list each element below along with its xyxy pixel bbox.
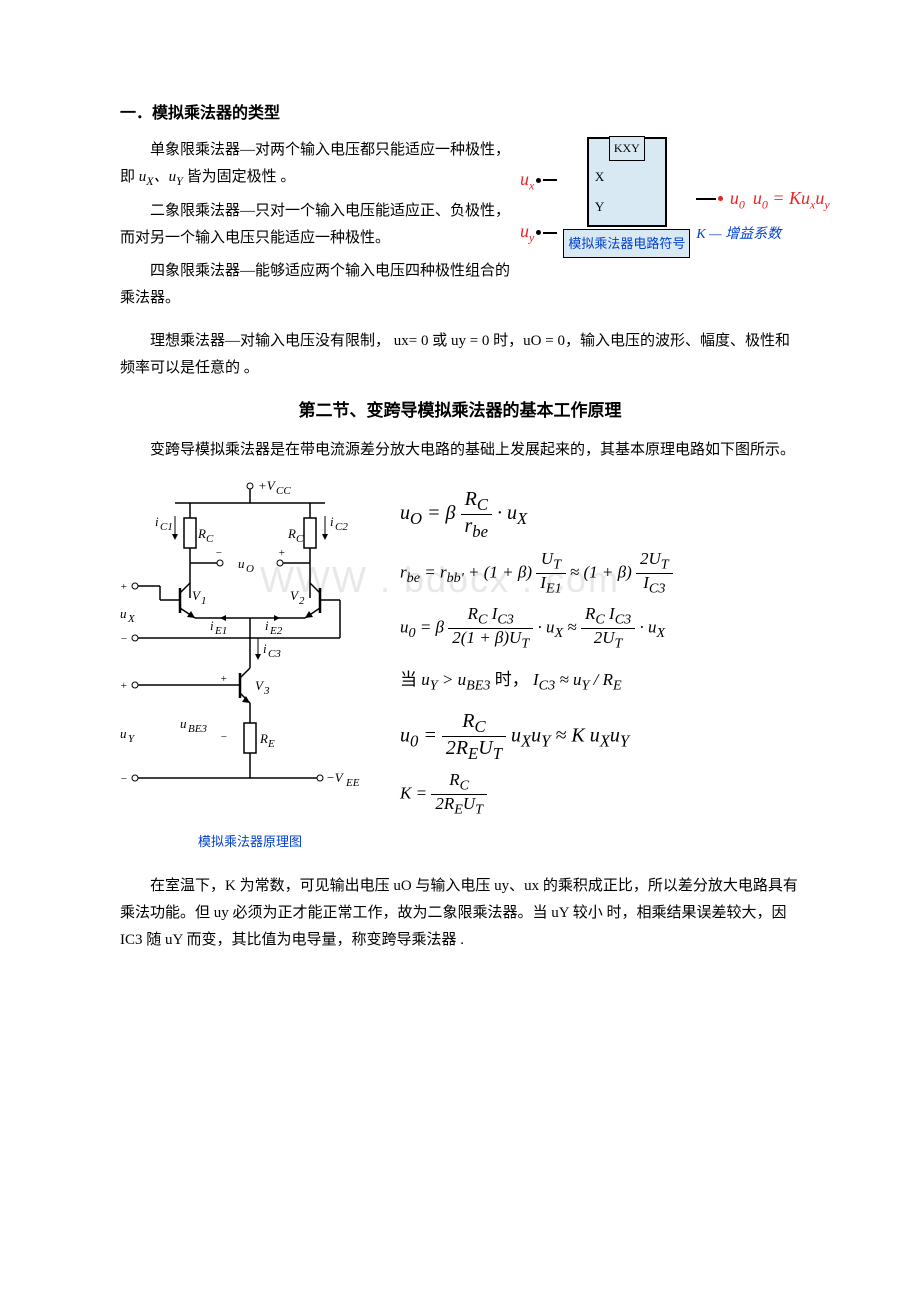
eq4: 当 uY > uBE3 时， IC3 ≈ uY / RE (400, 660, 800, 702)
svg-text:i: i (265, 618, 269, 633)
section2-p1: 变跨导模拟乘法器是在带电流源差分放大电路的基础上发展起来的，其基本原理电路如下图… (120, 437, 800, 464)
principle-figure: WWW . bdocx . com .t { font: italic 13px… (120, 478, 800, 853)
output-line: u0 u0 = Kuxuy (696, 182, 829, 216)
svg-text:+: + (220, 673, 227, 685)
svg-text:C: C (296, 533, 304, 545)
uy-dot-icon (536, 230, 541, 235)
svg-text:E1: E1 (214, 625, 227, 637)
svg-text:E: E (267, 738, 275, 750)
svg-text:1: 1 (201, 595, 207, 607)
multiplier-symbol-diagram: ux uy KXY X Y 模拟乘法器电路符号 u0 (520, 137, 800, 258)
svg-text:+: + (120, 680, 127, 692)
k-note: K — 增益系数 (696, 222, 781, 247)
out-wire (696, 198, 716, 200)
input-labels: ux uy (520, 145, 557, 249)
svg-text:u: u (180, 716, 187, 731)
svg-text:C3: C3 (268, 648, 281, 660)
svg-text:EE: EE (345, 777, 360, 789)
uy-wire (543, 232, 557, 234)
output-col: u0 u0 = Kuxuy K — 增益系数 (696, 148, 829, 247)
equations: uO = β RCrbe · uX rbe = rbb' + (1 + β) U… (400, 478, 800, 826)
text-p1b: 皆为固定极性 。 (187, 169, 296, 185)
section1-block: 单象限乘法器—对两个输入电压都只能适应一种极性，即 uX、uY 皆为固定极性 。… (120, 137, 800, 319)
svg-text:−: − (120, 773, 127, 785)
p-two-quadrant: 二象限乘法器—只对一个输入电压能适应正、负极性，而对另一个输入电压只能适应一种极… (120, 198, 510, 252)
kxy-label: KXY (609, 136, 645, 162)
svg-text:−: − (215, 547, 222, 559)
svg-text:−V: −V (326, 770, 345, 785)
section2-title: 第二节、变跨导模拟乘法器的基本工作原理 (120, 396, 800, 427)
svg-text:R: R (197, 526, 206, 541)
eq5: u0 = RC2REUT uXuY ≈ K uXuY (400, 710, 800, 764)
ux-wire (543, 179, 557, 181)
uxuy-symbol: uX、uY (139, 169, 183, 185)
svg-text:+: + (120, 581, 127, 593)
eq1: uO = β RCrbe · uX (400, 488, 800, 542)
out-dot-icon (718, 196, 723, 201)
p-ideal: 理想乘法器—对输入电压没有限制， ux= 0 或 uy = 0 时，uO = 0… (120, 328, 800, 382)
multiplier-box: KXY X Y (587, 137, 667, 227)
svg-text:BE3: BE3 (188, 723, 207, 735)
svg-text:X: X (127, 613, 136, 625)
u0-label: u0 (725, 182, 745, 216)
svg-text:u: u (120, 726, 127, 741)
svg-text:O: O (246, 563, 254, 575)
svg-text:E2: E2 (269, 625, 283, 637)
svg-text:i: i (210, 618, 214, 633)
p-single-quadrant: 单象限乘法器—对两个输入电压都只能适应一种极性，即 uX、uY 皆为固定极性 。 (120, 137, 510, 193)
svg-text:2: 2 (299, 595, 305, 607)
svg-text:+V: +V (258, 478, 277, 493)
svg-text:CC: CC (276, 485, 291, 497)
svg-text:−: − (220, 731, 227, 743)
ux-label: ux (520, 163, 534, 197)
section1-text: 单象限乘法器—对两个输入电压都只能适应一种极性，即 uX、uY 皆为固定极性 。… (120, 137, 510, 319)
p-four-quadrant: 四象限乘法器—能够适应两个输入电压四种极性组合的乘法器。 (120, 258, 510, 312)
eq6: K = RC2REUT (400, 771, 800, 818)
diagram-caption: 模拟乘法器电路符号 (563, 229, 690, 258)
svg-text:R: R (287, 526, 296, 541)
eq3: u0 = β RC IC32(1 + β)UT · uX ≈ RC IC32UT… (400, 605, 800, 652)
output-formula: u0 = Kuxuy (753, 182, 830, 216)
svg-text:+: + (278, 547, 285, 559)
uy-label: uy (520, 215, 534, 249)
svg-text:C2: C2 (335, 521, 348, 533)
svg-text:−: − (120, 633, 127, 645)
svg-text:C: C (206, 533, 214, 545)
svg-text:i: i (330, 514, 334, 529)
section1-title: 一．模拟乘法器的类型 (120, 100, 800, 129)
ux-dot-icon (536, 178, 541, 183)
box-column: KXY X Y 模拟乘法器电路符号 (563, 137, 690, 258)
circuit-svg: .t { font: italic 13px "Times New Roman"… (120, 478, 380, 828)
eq2: rbe = rbb' + (1 + β) UTIE1 ≈ (1 + β) 2UT… (400, 550, 800, 597)
ux-input: ux (520, 163, 557, 197)
svg-text:C1: C1 (160, 521, 173, 533)
svg-text:u: u (238, 556, 245, 571)
svg-text:u: u (120, 606, 127, 621)
circuit-caption: 模拟乘法器原理图 (120, 830, 380, 853)
svg-text:Y: Y (128, 733, 136, 745)
circuit-diagram: .t { font: italic 13px "Times New Roman"… (120, 478, 380, 853)
svg-text:R: R (259, 731, 268, 746)
uy-input: uy (520, 215, 557, 249)
port-y: Y (595, 195, 604, 218)
port-x: X (595, 165, 604, 188)
svg-text:3: 3 (263, 685, 270, 697)
section3-p1: 在室温下，K 为常数，可见输出电压 uO 与输入电压 uy、ux 的乘积成正比，… (120, 873, 800, 954)
svg-text:i: i (263, 641, 267, 656)
svg-text:i: i (155, 514, 159, 529)
